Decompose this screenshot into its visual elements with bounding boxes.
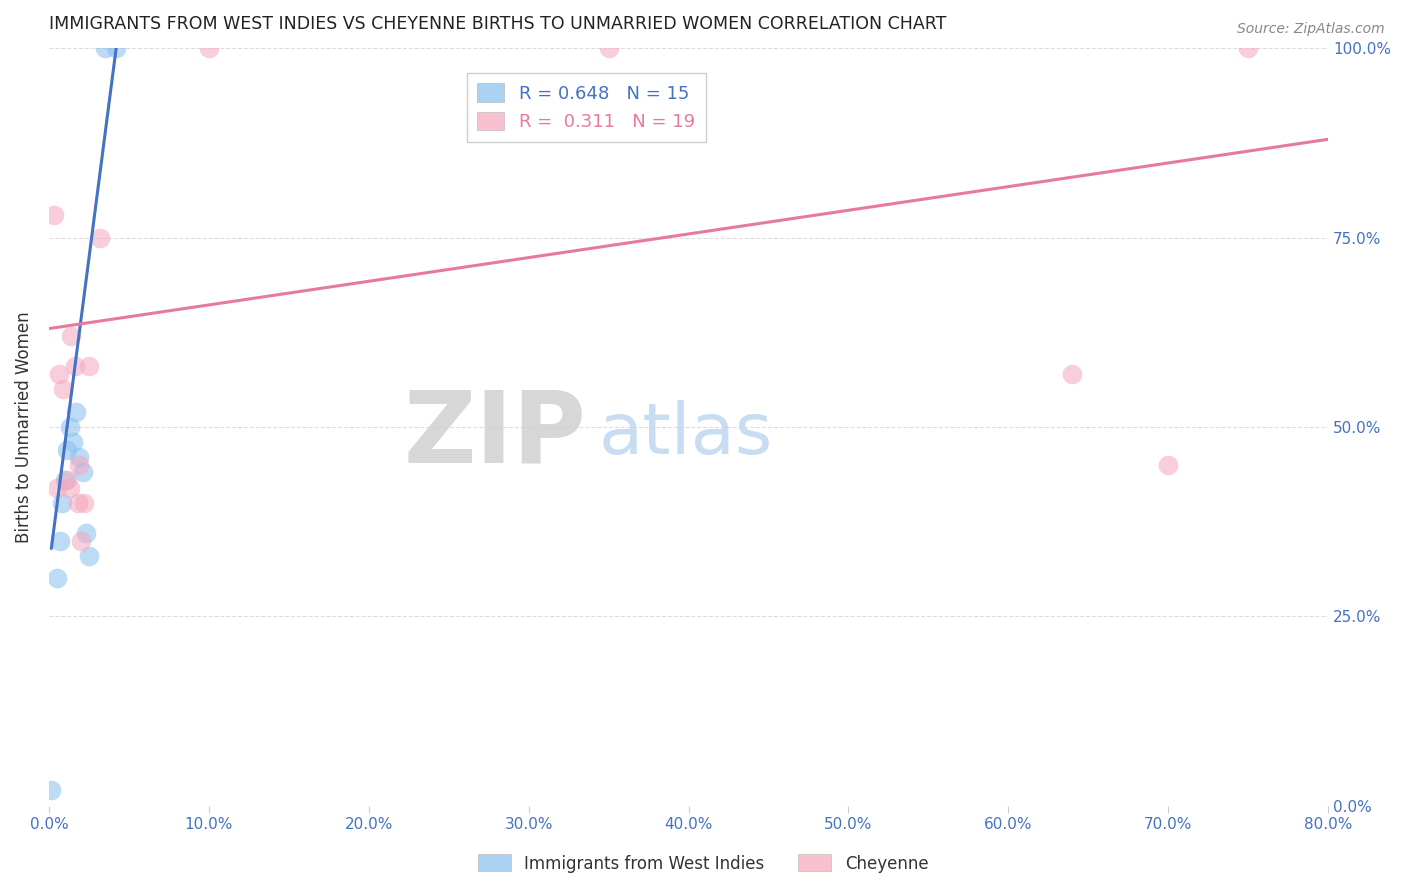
Y-axis label: Births to Unmarried Women: Births to Unmarried Women	[15, 311, 32, 543]
Text: IMMIGRANTS FROM WEST INDIES VS CHEYENNE BIRTHS TO UNMARRIED WOMEN CORRELATION CH: IMMIGRANTS FROM WEST INDIES VS CHEYENNE …	[49, 15, 946, 33]
Point	[48, 367, 70, 381]
Point	[46, 481, 69, 495]
Point	[65, 405, 87, 419]
Point	[66, 496, 89, 510]
Legend: Immigrants from West Indies, Cheyenne: Immigrants from West Indies, Cheyenne	[471, 847, 935, 880]
Text: ZIP: ZIP	[404, 386, 586, 483]
Point	[1237, 41, 1260, 55]
Text: atlas: atlas	[599, 401, 773, 469]
Point	[1062, 367, 1084, 381]
Point	[52, 382, 75, 396]
Point	[77, 359, 100, 374]
Point	[41, 783, 63, 797]
Point	[94, 41, 117, 55]
Point	[67, 450, 90, 465]
Point	[51, 496, 73, 510]
Legend: R = 0.648   N = 15, R =  0.311   N = 19: R = 0.648 N = 15, R = 0.311 N = 19	[467, 72, 706, 142]
Point	[73, 496, 96, 510]
Point	[46, 571, 69, 585]
Point	[63, 359, 86, 374]
Point	[72, 466, 94, 480]
Point	[67, 458, 90, 472]
Point	[62, 435, 84, 450]
Point	[59, 481, 82, 495]
Point	[49, 533, 72, 548]
Point	[55, 473, 77, 487]
Point	[1157, 458, 1180, 472]
Point	[89, 231, 111, 245]
Point	[77, 549, 100, 563]
Point	[105, 41, 128, 55]
Point	[75, 526, 97, 541]
Text: Source: ZipAtlas.com: Source: ZipAtlas.com	[1237, 22, 1385, 37]
Point	[55, 442, 77, 457]
Point	[60, 329, 83, 343]
Point	[598, 41, 620, 55]
Point	[59, 420, 82, 434]
Point	[70, 533, 93, 548]
Point	[53, 473, 76, 487]
Point	[198, 41, 221, 55]
Point	[42, 208, 65, 222]
